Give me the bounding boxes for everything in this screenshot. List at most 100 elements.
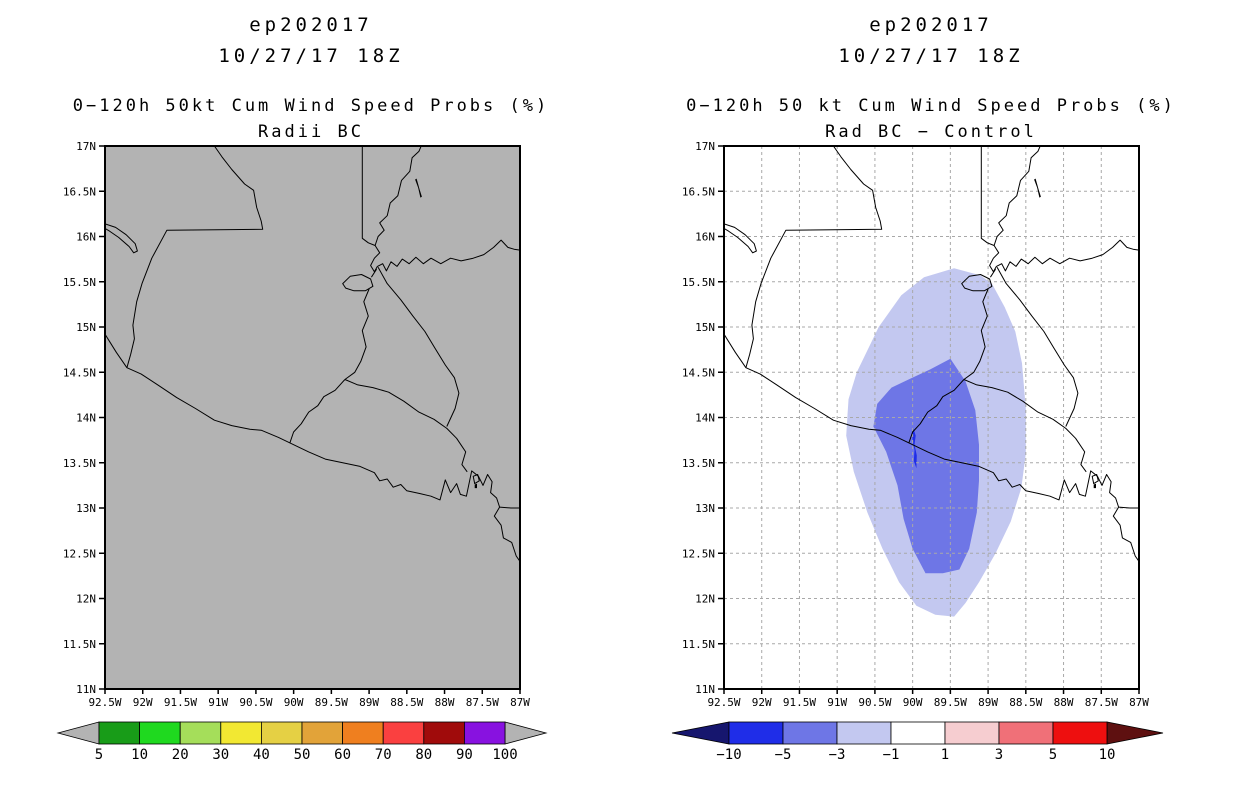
- pacific-coastline: [724, 333, 1139, 562]
- colorbar-label: 100: [492, 747, 517, 763]
- colorbar-label: 60: [334, 747, 351, 763]
- lat-label: 14N: [695, 412, 715, 425]
- lon-label: 89W: [978, 696, 998, 709]
- lon-label: 88W: [435, 696, 455, 709]
- colorbar-segment: [998, 721, 1054, 745]
- colorbar-segment: [179, 721, 222, 745]
- colorbar-segment: [836, 721, 892, 745]
- lon-label: 92W: [752, 696, 772, 709]
- colorbar-segment: [423, 721, 465, 745]
- lat-label: 13N: [76, 502, 96, 515]
- lake-izabal: [961, 274, 993, 292]
- mexico-guatemala-border: [745, 146, 883, 368]
- belize-guatemala-border: [980, 146, 995, 246]
- elsalvador-honduras-border: [963, 379, 1087, 473]
- lat-label: 12.5N: [682, 547, 715, 560]
- lon-label: 92W: [133, 696, 153, 709]
- lon-label: 88.5W: [1009, 696, 1042, 709]
- shaded-region-diff-band-minus5-to-minus3: [873, 358, 979, 574]
- belize-caye: [1034, 178, 1041, 198]
- lat-label: 17N: [76, 140, 96, 153]
- lon-label: 90.5W: [858, 696, 891, 709]
- belize-coastline: [374, 146, 422, 246]
- lat-label: 15N: [695, 321, 715, 334]
- colorbar-label: −1: [883, 747, 900, 763]
- colorbar-label: 70: [375, 747, 392, 763]
- lon-label: 89.5W: [315, 696, 348, 709]
- lat-label: 14N: [76, 412, 96, 425]
- lon-label: 87W: [510, 696, 530, 709]
- lat-label: 11N: [76, 683, 96, 696]
- colorbar-label: 30: [212, 747, 229, 763]
- colorbar-right-arrow: [1106, 721, 1164, 745]
- fonseca-islet-outline: [1091, 474, 1099, 485]
- rio-dulce: [989, 268, 997, 278]
- lon-label: 90W: [284, 696, 304, 709]
- colorbar-segment: [98, 721, 140, 745]
- lon-label: 92.5W: [88, 696, 121, 709]
- motagua-valley-border: [996, 267, 1079, 427]
- colorbar-segment: [220, 721, 262, 745]
- colorbar-left-arrow: [671, 721, 730, 745]
- left-init-time: 10/27/17 18Z: [218, 45, 403, 67]
- fonseca-east-coast: [499, 506, 520, 509]
- lat-label: 16.5N: [63, 185, 96, 198]
- lon-label: 92.5W: [707, 696, 740, 709]
- colorbar-segment: [382, 721, 425, 745]
- colorbar-label: 80: [415, 747, 432, 763]
- colorbar: 5 10 20 30 40 50 60 70 80 90 100: [56, 721, 548, 763]
- left-model-label: Radii BC: [258, 122, 364, 142]
- lon-label: 88.5W: [390, 696, 423, 709]
- lat-label: 13.5N: [63, 457, 96, 470]
- belize-caye: [415, 178, 422, 198]
- lat-label: 13N: [695, 502, 715, 515]
- colorbar-segment: [463, 721, 506, 745]
- elsalvador-honduras-border: [344, 379, 468, 473]
- colorbar-label: −3: [829, 747, 846, 763]
- lon-label: 90.5W: [239, 696, 272, 709]
- map-panel-left: 17N 16.5N 16N 15.5N 15N 14.5N 14N 13.5N 13N 12.5N…: [56, 140, 548, 763]
- colorbar-segment: [728, 721, 784, 745]
- colorbar-label: 1: [941, 747, 949, 763]
- lat-label: 16.5N: [682, 185, 715, 198]
- map-panel-right: 17N 16.5N 16N 15.5N 15N 14.5N 14N 13.5N 13N 12.5N…: [671, 140, 1164, 763]
- map-area: [105, 146, 520, 689]
- colorbar-label: 50: [294, 747, 311, 763]
- lat-label: 12N: [76, 593, 96, 606]
- rio-dulce: [370, 268, 378, 278]
- lat-label: 17N: [695, 140, 715, 153]
- lat-label: 11.5N: [682, 638, 715, 651]
- colorbar-segment: [139, 721, 181, 745]
- colorbar-segment: [342, 721, 384, 745]
- fonseca-dot: [1093, 483, 1096, 489]
- lon-label: 90W: [903, 696, 923, 709]
- left-storm-id: ep202017: [249, 14, 373, 36]
- lat-label: 15.5N: [682, 276, 715, 289]
- colorbar-label: −5: [775, 747, 792, 763]
- angostura-reservoir: [105, 223, 138, 254]
- colorbar-segment: [301, 721, 343, 745]
- lat-label: 14.5N: [63, 366, 96, 379]
- colorbar-label: 10: [1099, 747, 1116, 763]
- mexico-guatemala-border: [126, 146, 264, 368]
- right-model-label: Rad BC − Control: [825, 122, 1037, 142]
- lat-label: 11.5N: [63, 638, 96, 651]
- lat-label: 14.5N: [682, 366, 715, 379]
- fonseca-dot: [474, 483, 477, 489]
- colorbar-label: 5: [1049, 747, 1057, 763]
- shaded-region-diff-band-minus10-to-minus5: [912, 428, 917, 469]
- belize-guatemala-border: [361, 146, 376, 246]
- colorbar-right-arrow: [504, 721, 548, 745]
- belize-coastline: [993, 146, 1041, 246]
- lon-label: 91.5W: [783, 696, 816, 709]
- lat-label: 12N: [695, 593, 715, 606]
- gridlines: [724, 146, 1139, 689]
- lon-label: 91W: [208, 696, 228, 709]
- colorbar-left-arrow: [56, 721, 100, 745]
- lat-label: 16N: [695, 231, 715, 244]
- lon-label: 87.5W: [1085, 696, 1118, 709]
- colorbar-segment: [1052, 721, 1108, 745]
- maps-root: 17N 16.5N 16N 15.5N 15N 14.5N 14N 13.5N 13N 12.5N…: [56, 140, 1164, 763]
- lat-label: 11N: [695, 683, 715, 696]
